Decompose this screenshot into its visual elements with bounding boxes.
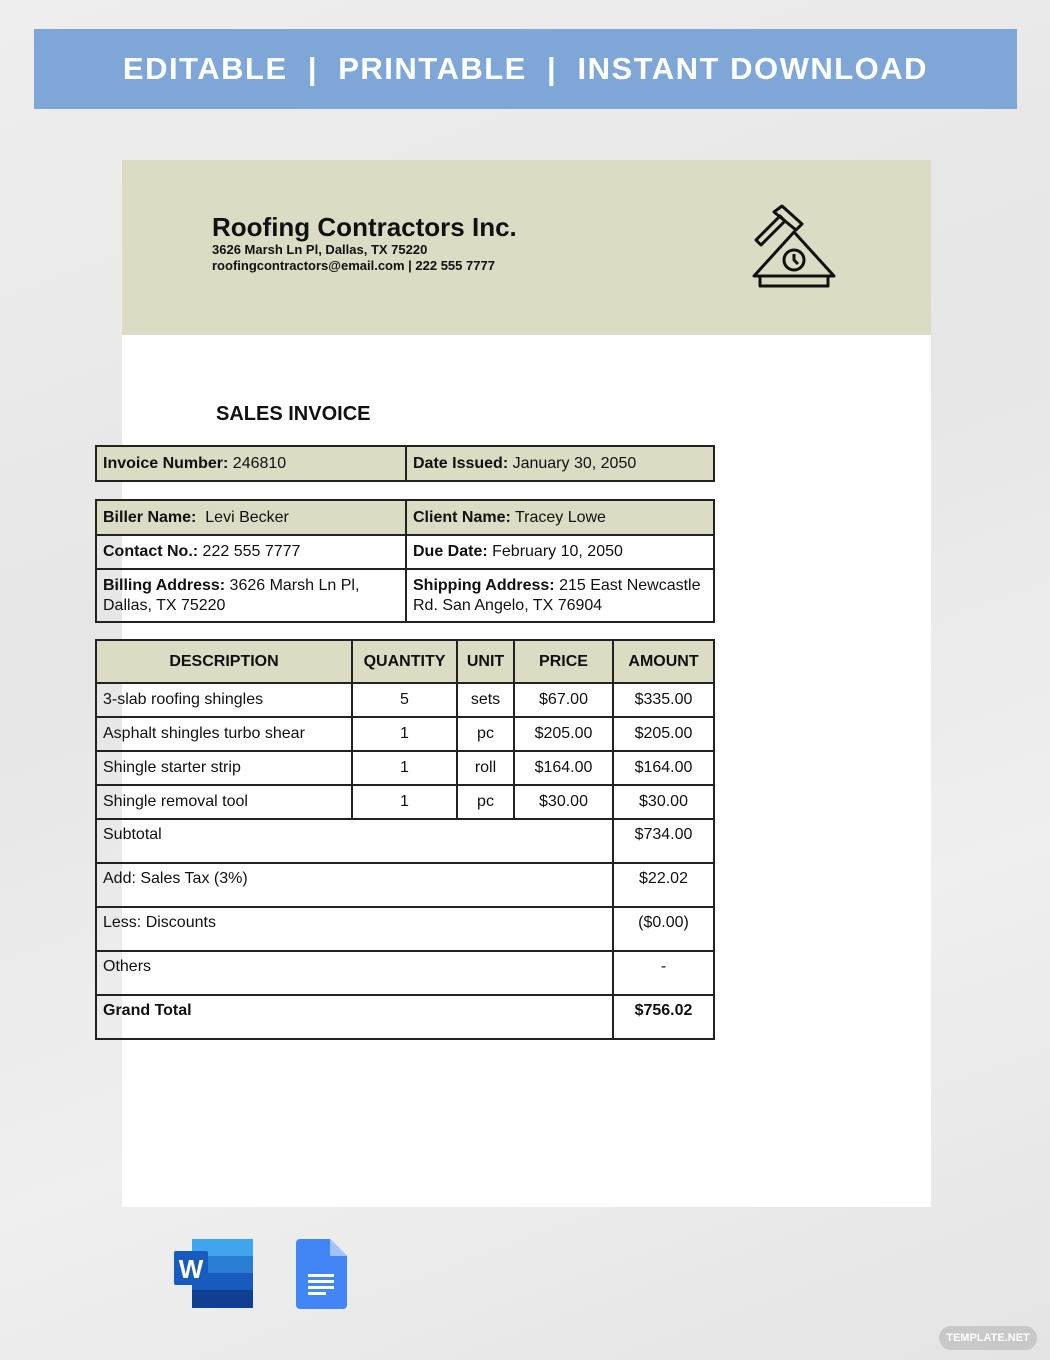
header-description: DESCRIPTION (95, 639, 353, 684)
subtotal-row: Subtotal $734.00 (95, 818, 715, 864)
table-row: 3-slab roofing shingles 5 sets $67.00 $335.0… (95, 682, 715, 718)
client-name-cell: Client Name: Tracey Lowe (405, 499, 715, 536)
item-quantity: 1 (351, 784, 458, 820)
due-date-cell: Due Date: February 10, 2050 (405, 534, 715, 570)
invoice-meta-table: Invoice Number: 246810 Date Issued: Janu… (95, 445, 715, 482)
item-price: $30.00 (513, 784, 614, 820)
discounts-row: Less: Discounts ($0.00) (95, 906, 715, 952)
grand-total-row: Grand Total $756.02 (95, 994, 715, 1040)
date-issued-cell: Date Issued: January 30, 2050 (405, 445, 715, 482)
header-unit: UNIT (456, 639, 515, 684)
item-amount: $30.00 (612, 784, 715, 820)
item-unit: pc (456, 716, 515, 752)
summary-value: - (612, 950, 715, 996)
banner-text: EDITABLE | PRINTABLE | INSTANT DOWNLOAD (122, 51, 929, 86)
summary-value: $756.02 (612, 994, 715, 1040)
promo-banner: EDITABLE | PRINTABLE | INSTANT DOWNLOAD (34, 29, 1017, 109)
sales-tax-row: Add: Sales Tax (3%) $22.02 (95, 862, 715, 908)
shipping-address-cell: Shipping Address: 215 East Newcastle Rd.… (405, 568, 715, 623)
table-row: Asphalt shingles turbo shear 1 pc $205.00 $2… (95, 716, 715, 752)
svg-text:W: W (179, 1254, 204, 1284)
item-amount: $205.00 (612, 716, 715, 752)
item-amount: $335.00 (612, 682, 715, 718)
summary-label: Others (95, 950, 614, 996)
item-unit: sets (456, 682, 515, 718)
item-quantity: 1 (351, 716, 458, 752)
item-unit: roll (456, 750, 515, 786)
item-unit: pc (456, 784, 515, 820)
watermark-badge: TEMPLATE.NET (939, 1326, 1037, 1350)
item-amount: $164.00 (612, 750, 715, 786)
summary-label: Add: Sales Tax (3%) (95, 862, 614, 908)
item-description: Shingle removal tool (95, 784, 353, 820)
company-header: Roofing Contractors Inc. 3626 Marsh Ln P… (122, 160, 931, 335)
company-name: Roofing Contractors Inc. (212, 212, 517, 242)
invoice-number-cell: Invoice Number: 246810 (95, 445, 407, 482)
roof-hammer-clock-icon (752, 204, 836, 288)
invoice-title: SALES INVOICE (216, 403, 371, 425)
item-price: $205.00 (513, 716, 614, 752)
table-row: Shingle removal tool 1 pc $30.00 $30.00 (95, 784, 715, 820)
header-quantity: QUANTITY (351, 639, 458, 684)
item-price: $67.00 (513, 682, 614, 718)
others-row: Others - (95, 950, 715, 996)
summary-label: Less: Discounts (95, 906, 614, 952)
summary-label: Subtotal (95, 818, 614, 864)
items-table: DESCRIPTION QUANTITY UNIT PRICE AMOUNT 3… (95, 639, 715, 1040)
item-quantity: 5 (351, 682, 458, 718)
summary-value: $22.02 (612, 862, 715, 908)
header-price: PRICE (513, 639, 614, 684)
google-docs-icon (296, 1239, 347, 1309)
item-description: Shingle starter strip (95, 750, 353, 786)
billing-address-cell: Billing Address: 3626 Marsh Ln Pl, Dalla… (95, 568, 407, 623)
item-description: 3-slab roofing shingles (95, 682, 353, 718)
item-quantity: 1 (351, 750, 458, 786)
table-row: Shingle starter strip 1 roll $164.00 $164.00 (95, 750, 715, 786)
item-price: $164.00 (513, 750, 614, 786)
header-amount: AMOUNT (612, 639, 715, 684)
contact-cell: Contact No.: 222 555 7777 (95, 534, 407, 570)
biller-name-cell: Biller Name: Levi Becker (95, 499, 407, 536)
item-description: Asphalt shingles turbo shear (95, 716, 353, 752)
summary-value: $734.00 (612, 818, 715, 864)
summary-value: ($0.00) (612, 906, 715, 952)
microsoft-word-icon: W (174, 1239, 253, 1308)
company-address: 3626 Marsh Ln Pl, Dallas, TX 75220 (212, 242, 428, 257)
parties-table: Biller Name: Levi Becker Client Name: Tr… (95, 499, 715, 623)
company-contact: roofingcontractors@email.com | 222 555 7… (212, 258, 495, 273)
summary-label: Grand Total (95, 994, 614, 1040)
